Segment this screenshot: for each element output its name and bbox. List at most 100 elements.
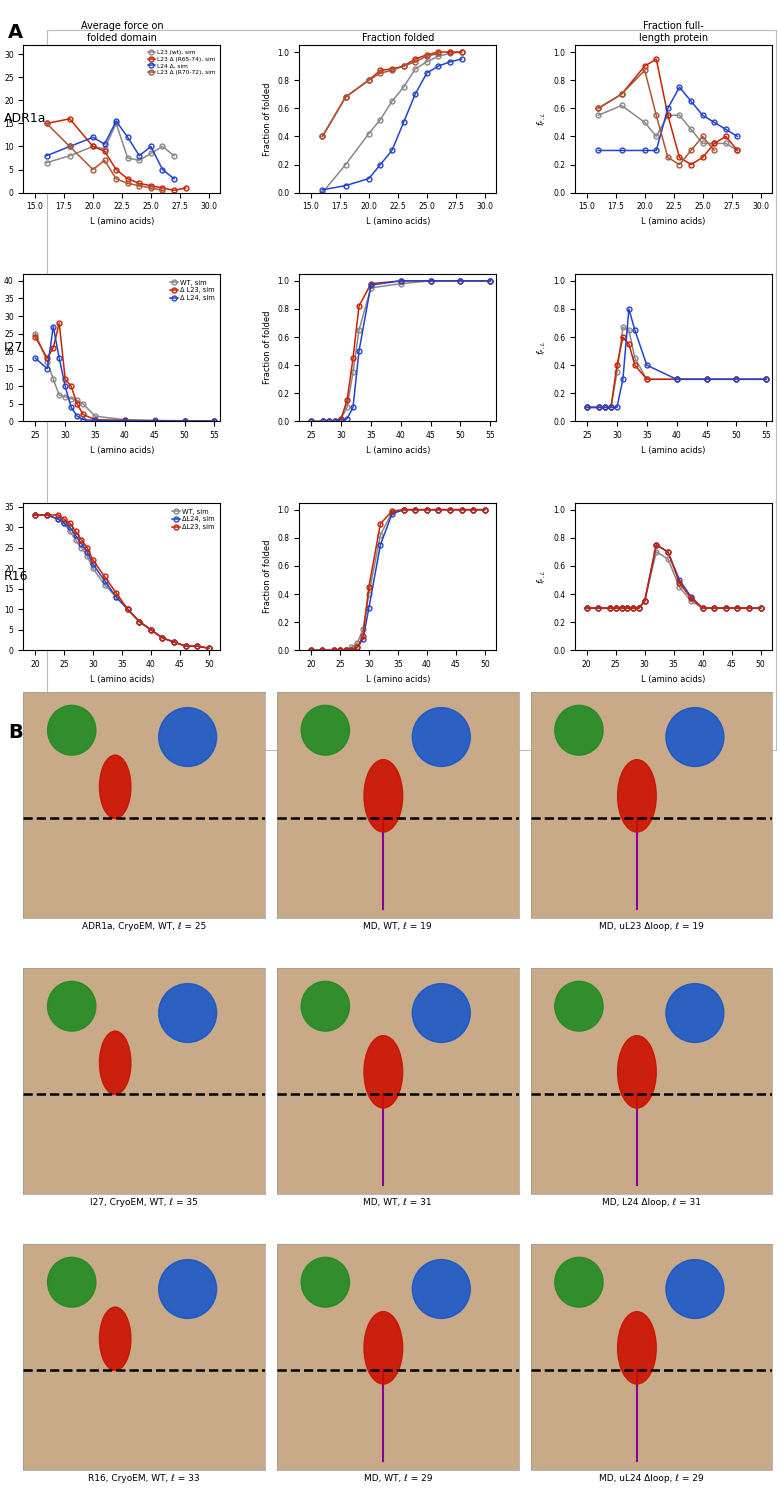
Ellipse shape (364, 759, 402, 833)
Y-axis label: Fraction of folded: Fraction of folded (263, 540, 272, 614)
X-axis label: MD, WT, ℓ = 29: MD, WT, ℓ = 29 (363, 1474, 432, 1484)
ΔL24, sim (100, 572, 109, 590)
L23 Δ (R65-74), sim (65, 110, 74, 128)
ΔL23, sim (169, 633, 179, 651)
Δ L23, sim (48, 339, 58, 357)
Ellipse shape (364, 1035, 402, 1108)
ΔL24, sim (76, 534, 86, 552)
Ellipse shape (364, 1311, 402, 1384)
Ellipse shape (158, 1260, 217, 1318)
L24 Δ, sim (146, 138, 155, 156)
Ellipse shape (158, 708, 217, 766)
L24 Δ, sim (100, 135, 109, 153)
Line: Δ L23, sim: Δ L23, sim (33, 321, 217, 423)
Δ L24, sim (66, 399, 76, 417)
Δ L23, sim (43, 350, 52, 368)
ΔL24, sim (158, 628, 167, 646)
Δ L23, sim (61, 370, 70, 388)
Δ L23, sim (120, 411, 129, 429)
ΔL24, sim (135, 612, 144, 630)
L23 Δ (R65-74), sim (146, 177, 155, 195)
Text: I27: I27 (4, 340, 23, 354)
Δ L23, sim (150, 413, 159, 430)
X-axis label: MD, uL23 Δloop, ℓ = 19: MD, uL23 Δloop, ℓ = 19 (599, 922, 704, 932)
L23 Δ (R70-72), sim (135, 177, 144, 195)
WT, sim (71, 531, 80, 549)
ΔL24, sim (169, 633, 179, 651)
Text: R16: R16 (4, 570, 28, 584)
ΔL23, sim (146, 621, 155, 639)
Line: L23 (wt), sim: L23 (wt), sim (44, 122, 176, 165)
Δ L24, sim (55, 350, 64, 368)
L23 Δ (R65-74), sim (42, 114, 51, 132)
X-axis label: L (amino acids): L (amino acids) (641, 217, 706, 226)
WT, sim (90, 406, 100, 424)
X-axis label: L (amino acids): L (amino acids) (366, 675, 430, 684)
WT, sim (76, 538, 86, 556)
Y-axis label: $f_{F,L}$: $f_{F,L}$ (536, 340, 548, 356)
X-axis label: L (amino acids): L (amino acids) (90, 446, 154, 454)
Legend: L23 (wt), sim, L23 Δ (R65-74), sim, L24 Δ, sim, L23 Δ (R70-72), sim: L23 (wt), sim, L23 Δ (R65-74), sim, L24 … (146, 48, 218, 78)
Line: L24 Δ, sim: L24 Δ, sim (44, 118, 176, 182)
L23 Δ (R65-74), sim (88, 138, 98, 156)
Δ L23, sim (79, 405, 88, 423)
Ellipse shape (413, 984, 470, 1042)
WT, sim (65, 522, 74, 540)
WT, sim (88, 560, 98, 578)
Δ L24, sim (120, 413, 129, 430)
WT, sim (120, 411, 129, 429)
ΔL23, sim (42, 506, 51, 524)
WT, sim (30, 324, 40, 342)
Y-axis label: $f_{F,L}$: $f_{F,L}$ (536, 570, 548, 584)
Line: WT, sim: WT, sim (33, 513, 211, 651)
ΔL23, sim (59, 510, 69, 528)
WT, sim (150, 411, 159, 429)
Ellipse shape (301, 1257, 349, 1306)
Ellipse shape (666, 1260, 724, 1318)
Ellipse shape (100, 754, 131, 819)
L24 Δ, sim (42, 147, 51, 165)
L24 Δ, sim (112, 112, 121, 130)
L23 Δ (R70-72), sim (146, 178, 155, 196)
WT, sim (180, 413, 190, 430)
WT, sim (59, 514, 69, 532)
L24 Δ, sim (65, 138, 74, 156)
Y-axis label: Fraction of folded: Fraction of folded (263, 310, 272, 384)
ΔL24, sim (83, 543, 92, 561)
Δ L23, sim (210, 413, 219, 430)
L24 Δ, sim (135, 147, 144, 165)
ΔL24, sim (123, 600, 133, 618)
WT, sim (42, 506, 51, 524)
ΔL24, sim (30, 506, 40, 524)
Δ L24, sim (43, 360, 52, 378)
Ellipse shape (48, 981, 96, 1030)
L23 (wt), sim (42, 153, 51, 171)
ΔL23, sim (88, 550, 98, 568)
Ellipse shape (100, 1306, 131, 1371)
L23 Δ (R65-74), sim (181, 178, 190, 196)
Line: Δ L24, sim: Δ L24, sim (33, 324, 217, 423)
Line: ΔL24, sim: ΔL24, sim (33, 513, 211, 651)
WT, sim (112, 588, 121, 606)
WT, sim (193, 638, 202, 656)
X-axis label: MD, WT, ℓ = 19: MD, WT, ℓ = 19 (363, 922, 432, 932)
L23 Δ (R70-72), sim (42, 114, 51, 132)
Δ L23, sim (73, 394, 82, 412)
X-axis label: L (amino acids): L (amino acids) (90, 217, 154, 226)
Δ L23, sim (90, 411, 100, 429)
WT, sim (55, 386, 64, 404)
Δ L23, sim (66, 378, 76, 396)
X-axis label: L (amino acids): L (amino acids) (366, 217, 430, 226)
L23 (wt), sim (112, 114, 121, 132)
Δ L24, sim (48, 318, 58, 336)
L23 (wt), sim (65, 147, 74, 165)
ΔL24, sim (59, 514, 69, 532)
Ellipse shape (48, 1257, 96, 1306)
ΔL24, sim (146, 621, 155, 639)
Δ L24, sim (79, 411, 88, 429)
Δ L24, sim (30, 350, 40, 368)
ΔL23, sim (71, 522, 80, 540)
L24 Δ, sim (158, 160, 167, 178)
Legend: WT, sim, Δ L23, sim, Δ L24, sim: WT, sim, Δ L23, sim, Δ L24, sim (167, 278, 217, 304)
L23 Δ (R65-74), sim (158, 178, 167, 196)
